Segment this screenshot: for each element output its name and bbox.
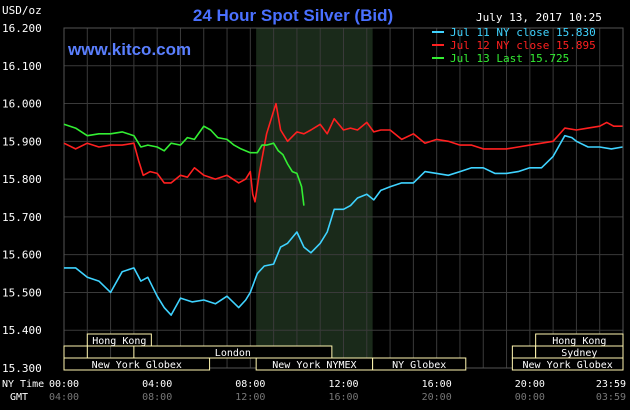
- session-box: [63, 345, 88, 359]
- y-tick-label: 16.200: [2, 22, 42, 35]
- x-tick-label-gmt: 16:00: [328, 392, 358, 403]
- x-tick-labels: 00:00 04:00 04:00 08:00 08:00 12:00 12:00 16:00…: [49, 379, 626, 403]
- session-label: New York Globex: [523, 360, 613, 371]
- series-line-jul11: [64, 134, 623, 316]
- session-box: [133, 345, 333, 359]
- session-box: [511, 345, 537, 359]
- session-label: New York Globex: [92, 360, 182, 371]
- session-box: [63, 357, 211, 371]
- x-tick-label-ny: 23:59: [596, 379, 626, 390]
- y-tick-label: 15.800: [2, 173, 42, 186]
- x-tick-label-gmt: 03:59: [596, 392, 626, 403]
- gmt-label: GMT: [10, 392, 28, 403]
- grid-lines: [63, 27, 624, 369]
- y-tick-label: 16.000: [2, 98, 42, 111]
- session-label: NY Globex: [392, 360, 446, 371]
- date-stamp: July 13, 2017 10:25: [476, 11, 602, 24]
- x-tick-label-ny: 12:00: [328, 379, 358, 390]
- legend-item: Jul 12 NY close 15.895: [450, 39, 596, 52]
- y-tick-label: 16.100: [2, 60, 42, 73]
- session-box: [372, 357, 467, 371]
- y-tick-label: 15.500: [2, 286, 42, 299]
- session-box: [86, 333, 152, 347]
- y-tick-labels: 15.300 15.400 15.500 15.600 15.700 15.800 15.9…: [2, 22, 42, 375]
- series-line-jul13: [63, 123, 305, 206]
- session-label: Sydney: [561, 348, 597, 359]
- x-tick-label-gmt: 20:00: [422, 392, 452, 403]
- session-box: [511, 357, 624, 371]
- series-line-jul12: [63, 102, 623, 203]
- nymex-session-shade: [256, 28, 373, 368]
- x-tick-label-gmt: 04:00: [49, 392, 79, 403]
- x-tick-label-gmt: 08:00: [142, 392, 172, 403]
- session-label: London: [215, 348, 251, 359]
- legend-item: Jul 13 Last 15.725: [450, 52, 569, 65]
- chart-title: 24 Hour Spot Silver (Bid): [193, 6, 393, 25]
- ny-time-label: NY Time: [2, 379, 44, 390]
- watermark-kitco: www.kitco.com: [67, 40, 191, 59]
- y-tick-label: 15.400: [2, 324, 42, 337]
- y-unit-label: USD/oz: [2, 4, 42, 17]
- session-label: Hong Kong: [92, 336, 146, 347]
- x-tick-label-gmt: 00:00: [515, 392, 545, 403]
- session-label: Hong Kong: [552, 336, 606, 347]
- x-tick-label-ny: 04:00: [142, 379, 172, 390]
- x-tick-label-ny: 20:00: [515, 379, 545, 390]
- y-tick-label: 15.900: [2, 135, 42, 148]
- series-layer: [63, 102, 623, 316]
- y-tick-label: 15.600: [2, 249, 42, 262]
- x-tick-label-gmt: 12:00: [235, 392, 265, 403]
- legend-item: Jul 11 NY close 15.830: [450, 26, 596, 39]
- x-tick-label-ny: 08:00: [235, 379, 265, 390]
- x-tick-label-ny: 16:00: [422, 379, 452, 390]
- y-tick-label: 15.700: [2, 211, 42, 224]
- session-label: New York NYMEX: [272, 360, 356, 371]
- y-tick-label: 15.300: [2, 362, 42, 375]
- x-tick-label-ny: 00:00: [49, 379, 79, 390]
